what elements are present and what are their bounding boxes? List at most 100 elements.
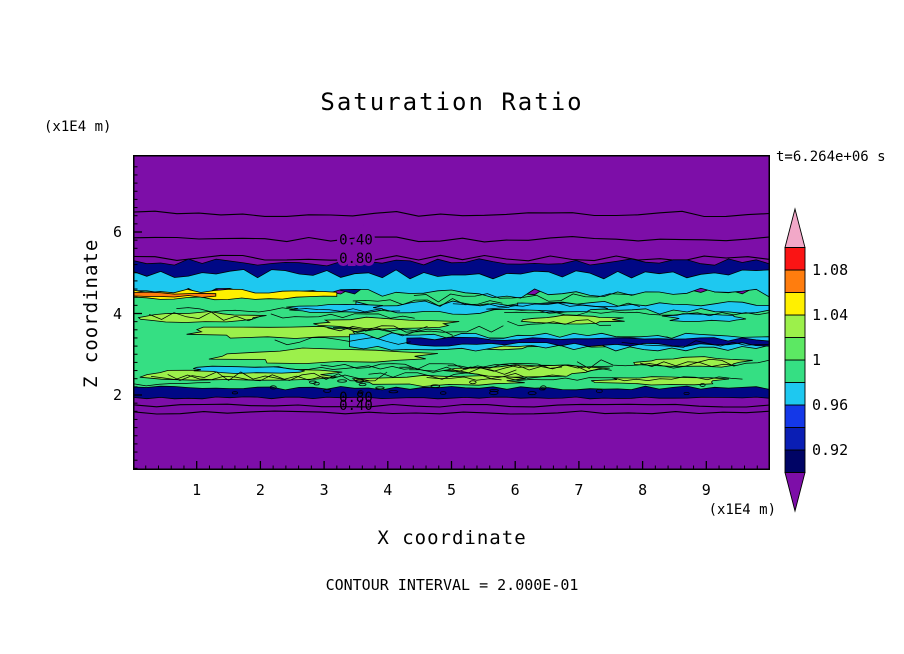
contour-squiggle — [167, 371, 388, 382]
speckle — [469, 380, 477, 385]
speckle — [323, 388, 332, 393]
z-axis-unit: (x1E4 m) — [44, 119, 112, 135]
z-tick-label: 4 — [112, 304, 122, 323]
contour-squiggle — [399, 364, 612, 373]
colorbar — [784, 207, 806, 513]
band-navy-mid-streak — [406, 336, 770, 347]
contour-squiggle — [352, 298, 503, 307]
contour-squiggle — [504, 311, 770, 317]
contour-plot: 0.400.800.800.40 — [133, 155, 770, 470]
contour-squiggle — [320, 363, 563, 370]
patch-cyan — [193, 365, 305, 374]
colorbar-segment — [784, 337, 806, 361]
contour-squiggle — [151, 374, 370, 382]
contour-label: 0.80 — [339, 390, 373, 406]
colorbar-segment — [784, 382, 806, 406]
x-tick-label: 8 — [638, 481, 648, 499]
contour-label: 0.40 — [339, 232, 373, 248]
colorbar-label: 0.92 — [812, 441, 849, 459]
speckle — [527, 391, 537, 396]
colorbar-segment — [784, 292, 806, 316]
plot-frame — [133, 155, 770, 470]
patch-cyan — [661, 313, 747, 322]
z-tick-label: 6 — [112, 223, 122, 241]
chart-title: Saturation Ratio — [320, 88, 584, 116]
contour-squiggle — [273, 365, 416, 370]
contour-squiggle — [506, 376, 743, 382]
lower-contour-line — [133, 403, 770, 408]
colorbar-segment — [784, 404, 806, 428]
contour-squiggle — [364, 328, 453, 337]
speckle — [683, 391, 690, 396]
z-tick-label: 2 — [112, 386, 122, 404]
speckle — [699, 383, 706, 387]
upper-contour-line — [133, 254, 770, 262]
speckle — [357, 390, 364, 395]
patch-lightgreen — [591, 376, 730, 386]
contour-squiggle — [507, 319, 612, 327]
contour-label: 0.40 — [339, 398, 373, 414]
colorbar-label: 0.96 — [812, 396, 849, 414]
colorbar-segment — [784, 247, 806, 271]
speckle — [388, 390, 399, 394]
contour-squiggle — [133, 382, 211, 387]
band-navy-bottom-layer — [133, 385, 770, 400]
contour-squiggle — [576, 358, 770, 369]
x-tick-label: 5 — [446, 481, 457, 499]
speckle — [539, 387, 546, 391]
x-tick-label: 3 — [319, 481, 329, 499]
speckle — [430, 384, 441, 388]
x-tick-label: 7 — [574, 481, 584, 499]
contour-squiggle — [274, 337, 411, 346]
colorbar-segment — [784, 314, 806, 338]
contour-squiggle — [413, 293, 635, 303]
colorbar-label: 1.08 — [812, 261, 849, 279]
contour-squiggle — [327, 325, 428, 332]
contour-squiggle — [270, 313, 415, 319]
speckle — [269, 385, 277, 390]
x-tick-label: 9 — [701, 481, 711, 499]
x-axis-label: X coordinate — [377, 527, 527, 549]
colorbar-arrow-top — [784, 207, 806, 248]
contour-field: 0.400.800.800.40 — [133, 155, 770, 470]
upper-contour-line — [133, 210, 770, 218]
patch-lightgreen — [313, 316, 460, 331]
speckle — [231, 391, 238, 395]
speckle — [358, 382, 367, 387]
colorbar-segment — [784, 359, 806, 383]
colorbar-segment — [784, 449, 806, 473]
contour-squiggle — [332, 325, 504, 333]
contour-squiggle — [149, 311, 261, 322]
speckle — [337, 379, 347, 383]
band-orange-left-streak — [133, 291, 217, 298]
speckle — [489, 389, 499, 392]
speckle — [375, 386, 385, 390]
contour-squiggle — [409, 367, 517, 375]
contour-squiggle — [621, 340, 770, 348]
contour-interval-note: CONTOUR INTERVAL = 2.000E-01 — [325, 576, 579, 594]
x-tick-label: 2 — [255, 481, 265, 499]
x-tick-label: 4 — [383, 481, 393, 499]
x-tick-label: 6 — [510, 481, 520, 499]
speckle — [313, 381, 320, 386]
contour-label: 0.80 — [339, 251, 373, 267]
time-annotation: t=6.264e+06 s — [776, 149, 886, 165]
patch-lightgreen — [208, 347, 438, 365]
colorbar-label: 1.04 — [812, 306, 849, 324]
contour-squiggle — [452, 302, 640, 308]
colorbar-label: 1 — [812, 351, 822, 369]
contour-squiggle — [639, 361, 736, 367]
speckle — [440, 391, 447, 395]
patch-lightgreen — [186, 325, 371, 339]
speckle — [355, 379, 365, 383]
lower-contour-line — [133, 410, 770, 415]
speckle — [595, 388, 603, 394]
colorbar-segment — [784, 427, 806, 451]
contour-squiggle — [368, 372, 565, 380]
colorbar-segment — [784, 269, 806, 293]
x-tick-label: 1 — [192, 481, 202, 499]
contour-squiggle — [176, 307, 401, 313]
band-yellow-left-streak — [133, 288, 338, 301]
x-axis-unit: (x1E4 m) — [708, 502, 776, 518]
colorbar-arrow-bottom — [784, 472, 806, 513]
